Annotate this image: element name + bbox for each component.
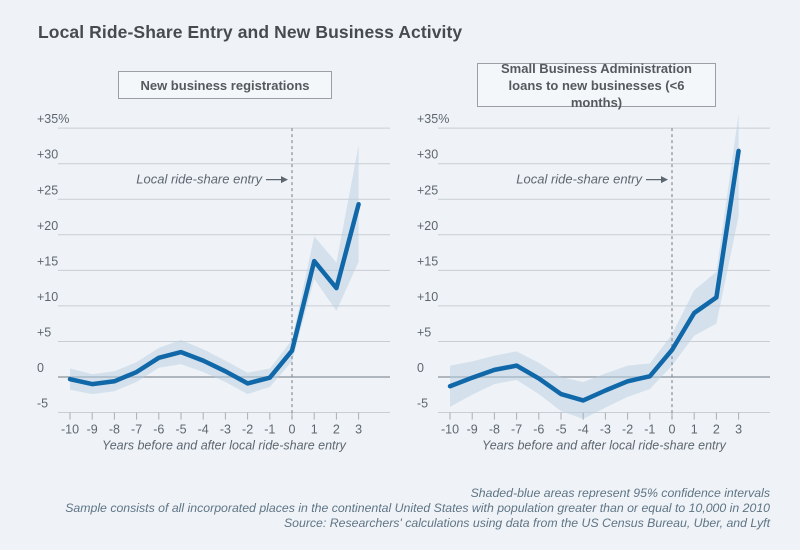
y-tick-label: +35%: [417, 112, 449, 126]
y-tick-label: +20: [417, 219, 438, 233]
footnote-line-1: Shaded-blue areas represent 95% confiden…: [470, 486, 770, 500]
estimate-line: [67, 201, 361, 387]
x-tick-label: -4: [198, 423, 209, 437]
y-tick-label: +10: [417, 290, 438, 304]
y-tick-label: 0: [417, 361, 424, 375]
y-tick-label: +5: [417, 325, 431, 339]
x-tick-label: 1: [691, 423, 698, 437]
y-tick-label: +30: [417, 148, 438, 162]
x-axis-title: Years before and after local ride-share …: [482, 439, 727, 453]
sba-loans-chart: +35%+30+25+20+15+10+50-5-10 -9 -8 -7 -6 -5 -4-…: [417, 112, 770, 453]
x-axis-title: Years before and after local ride-share …: [102, 439, 347, 453]
estimate-line: [447, 148, 741, 403]
x-tick-label: -8: [109, 423, 120, 437]
x-tick-label: -3: [600, 423, 611, 437]
x-tick-label: -10: [441, 423, 459, 437]
y-tick-label: +10: [37, 290, 58, 304]
y-tick-label: +5: [37, 325, 51, 339]
y-tick-label: +35%: [37, 112, 69, 126]
y-tick-label: -5: [417, 397, 428, 411]
y-tick-label: 0: [37, 361, 44, 375]
footnote-line-3: Source: Researchers' calculations using …: [283, 516, 770, 530]
x-tick-label: -7: [131, 423, 142, 437]
y-tick-label: +15: [417, 254, 438, 268]
annotation-arrow-head: [661, 176, 668, 184]
x-tick-label: -3: [220, 423, 231, 437]
x-tick-label: -1: [644, 423, 655, 437]
figure-title: Local Ride-Share Entry and New Business …: [38, 22, 463, 42]
y-tick-label: -5: [37, 397, 48, 411]
x-tick-label: -4: [578, 423, 589, 437]
x-tick-label: -2: [242, 423, 253, 437]
x-tick-label: 0: [669, 423, 676, 437]
footnotes: Shaded-blue areas represent 95% confiden…: [65, 486, 770, 531]
y-tick-label: +25: [417, 183, 438, 197]
y-tick-label: +30: [37, 148, 58, 162]
x-tick-label: -7: [511, 423, 522, 437]
panel-label-box-registrations: New business registrations: [118, 71, 332, 99]
x-tick-label: -9: [467, 423, 478, 437]
x-tick-label: 1: [311, 423, 318, 437]
x-tick-label: -1: [264, 423, 275, 437]
x-tick-label: -2: [622, 423, 633, 437]
panel-label-box-sba-loans: Small Business Administration loans to n…: [477, 61, 716, 110]
x-tick-label: 0: [289, 423, 296, 437]
x-tick-label: 2: [333, 423, 340, 437]
x-tick-label: -8: [489, 423, 500, 437]
x-tick-label: 2: [713, 423, 720, 437]
annotation-text: Local ride-share entry: [136, 172, 263, 187]
footnote-line-2: Sample consists of all incorporated plac…: [65, 501, 770, 515]
x-tick-label: 3: [355, 423, 362, 437]
confidence-band: [450, 113, 739, 419]
x-tick-label: 3: [735, 423, 742, 437]
panel-label-registrations: New business registrations: [140, 77, 310, 93]
x-tick-label: -6: [153, 423, 164, 437]
y-tick-label: +15: [37, 254, 58, 268]
x-tick-label: -5: [175, 423, 186, 437]
x-tick-label: -9: [87, 423, 98, 437]
y-tick-label: +20: [37, 219, 58, 233]
panel-label-sba-loans: Small Business Administration loans to n…: [501, 60, 692, 110]
x-tick-label: -5: [555, 423, 566, 437]
x-tick-label: -10: [61, 423, 79, 437]
annotation-arrow-head: [281, 176, 288, 184]
registrations-chart: +35%+30+25+20+15+10+50-5-10 -9 -8 -7 -6 -5 -4-…: [37, 112, 390, 453]
annotation-text: Local ride-share entry: [516, 172, 643, 187]
y-tick-label: +25: [37, 183, 58, 197]
x-tick-label: -6: [533, 423, 544, 437]
